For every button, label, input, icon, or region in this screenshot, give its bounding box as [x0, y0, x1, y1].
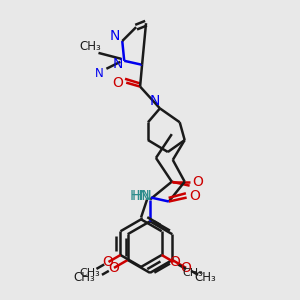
Text: O: O: [112, 76, 123, 90]
Text: O: O: [189, 189, 200, 202]
Text: CH₃: CH₃: [194, 271, 216, 284]
Text: O: O: [109, 261, 119, 275]
Text: O: O: [192, 175, 203, 189]
Text: CH₃: CH₃: [79, 268, 100, 278]
Text: HN: HN: [132, 189, 152, 202]
Text: CH₃: CH₃: [80, 40, 101, 53]
Text: O: O: [181, 261, 191, 275]
Text: O: O: [102, 255, 113, 269]
Text: HN: HN: [130, 189, 151, 202]
Text: N: N: [150, 94, 160, 109]
Text: CH₃: CH₃: [182, 268, 203, 278]
Text: O: O: [169, 255, 180, 269]
Text: CH₃: CH₃: [73, 271, 95, 284]
Text: N: N: [113, 57, 124, 71]
Text: N: N: [95, 67, 104, 80]
Text: N: N: [109, 29, 119, 43]
